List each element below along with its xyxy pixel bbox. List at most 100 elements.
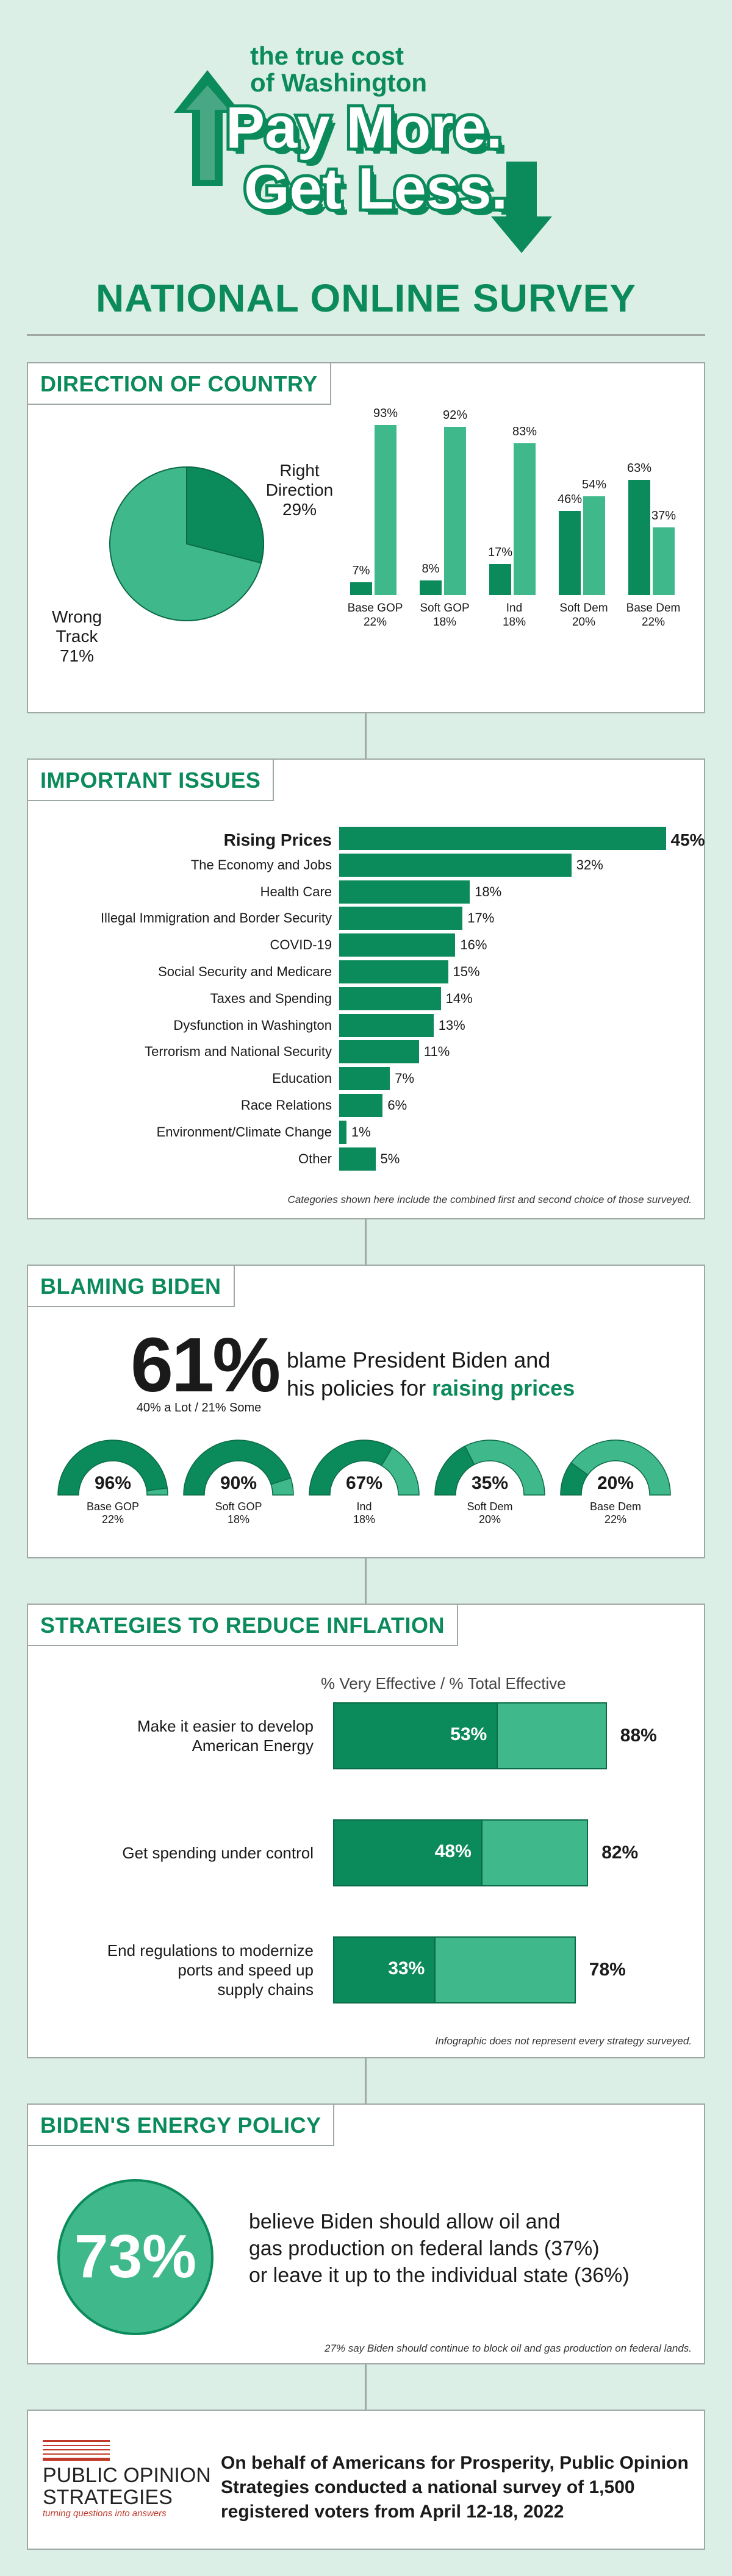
strategies-title: STRATEGIES TO REDUCE INFLATION	[27, 1604, 459, 1646]
issue-bar	[339, 1147, 376, 1171]
issue-label: Other	[298, 1151, 332, 1166]
issue-bar	[339, 880, 470, 904]
gauge-dial	[57, 1440, 168, 1496]
dir-category-share: 22%	[641, 616, 666, 629]
dir-bar-right	[489, 564, 511, 595]
title-rule	[27, 334, 705, 336]
dir-bar-label: 37%	[651, 509, 676, 523]
strategy-label: Make it easier to develop American Energy	[137, 1702, 314, 1769]
energy-text: believe Biden should allow oil and gas p…	[249, 2208, 630, 2289]
issue-value: 45%	[670, 830, 705, 849]
gauge-pct: 35%	[471, 1473, 509, 1493]
biden-text-l1: blame President Biden and	[287, 1347, 551, 1372]
gauge-share: 18%	[353, 1513, 376, 1525]
dir-category-share: 18%	[502, 616, 526, 629]
strategy-label-line: ports and speed up	[178, 1961, 314, 1979]
issue-bar	[339, 853, 572, 877]
dir-bar-label: 46%	[557, 493, 583, 506]
gauge-pct: 67%	[345, 1473, 383, 1493]
issue-bar	[339, 907, 463, 930]
gauge-share: 22%	[604, 1513, 627, 1525]
org-logo: PUBLIC OPINION STRATEGIES turning questi…	[43, 2440, 220, 2519]
dir-category-label: Soft GOP	[420, 602, 470, 615]
org-tag: turning questions into answers	[43, 2508, 167, 2519]
gauge-pct: 96%	[94, 1473, 132, 1493]
strategy-label-line: Make it easier to develop	[137, 1717, 314, 1735]
dir-bar-right	[628, 480, 650, 595]
issue-value: 14%	[445, 990, 473, 1006]
footer-text-l2: Strategies conducted a national survey o…	[221, 2477, 635, 2497]
gauge-share: 22%	[101, 1513, 124, 1525]
strategy-total-value: 82%	[601, 1843, 639, 1863]
issue-value: 1%	[351, 1124, 371, 1140]
strategy-label-line: American Energy	[192, 1736, 314, 1755]
issue-value: 11%	[423, 1044, 450, 1060]
dir-category-share: 20%	[572, 616, 596, 629]
issues-card: IMPORTANT ISSUES Rising Prices 45% The Eco…	[27, 758, 705, 1219]
gauge-rest	[146, 1487, 168, 1496]
dir-category-share: 22%	[363, 616, 387, 629]
gauge-dial	[183, 1440, 294, 1496]
issues-bar-chart: Rising Prices 45% The Economy and Jobs 32% H…	[28, 827, 706, 1180]
strategies-legend: % Very Effective / % Total Effective	[321, 1674, 566, 1693]
gauge: 20% Base Dem 22%	[558, 1435, 673, 1545]
strategy-label-line: supply chains	[217, 1980, 314, 1999]
logo-get-less: Get Less.	[241, 155, 511, 223]
gauge-dial	[560, 1440, 671, 1496]
biden-title: BLAMING BIDEN	[27, 1265, 235, 1307]
strategy-bar-very	[333, 1936, 436, 2003]
gauge-dial	[434, 1440, 545, 1496]
dir-bar-wrong	[444, 427, 466, 595]
issue-label: Race Relations	[240, 1097, 332, 1113]
energy-big-pct: 73%	[74, 2222, 197, 2291]
issue-label: Health Care	[260, 883, 332, 899]
biden-card: BLAMING BIDEN 61% 40% a Lot / 21% Some b…	[27, 1265, 705, 1558]
energy-text-l2: gas production on federal lands (37%)	[249, 2237, 600, 2260]
survey-title: NATIONAL ONLINE SURVEY	[95, 276, 637, 320]
biden-text-highlight: raising prices	[432, 1375, 575, 1400]
dir-category-label: Base GOP	[347, 602, 403, 615]
issue-label: Environment/Climate Change	[156, 1124, 332, 1140]
footer-card: PUBLIC OPINION STRATEGIES turning questi…	[27, 2410, 705, 2550]
wrong-label-pct: 71%	[59, 646, 95, 665]
issue-bar	[339, 960, 448, 983]
strategy-label-line: End regulations to modernize	[107, 1941, 314, 1960]
wrong-label-2: Track	[56, 627, 98, 646]
strategy-total-value: 88%	[620, 1725, 657, 1746]
issue-bar	[339, 1040, 419, 1064]
wrong-track-label: Wrong Track 71%	[40, 607, 113, 666]
issue-label: Illegal Immigration and Border Security	[100, 910, 332, 926]
issue-bar	[339, 987, 441, 1010]
gauge-rest	[381, 1447, 420, 1496]
direction-bar-chart: 7% 93% Base GOP 22% 8% 92% Soft GOP 18% 17% 83% In…	[345, 407, 693, 668]
issue-label: Terrorism and National Security	[145, 1044, 332, 1060]
biden-sub: 40% a Lot / 21% Some	[136, 1401, 262, 1415]
gauge-fill	[309, 1440, 393, 1496]
issue-label: The Economy and Jobs	[190, 857, 332, 872]
strategy-label: Get spending under control	[122, 1819, 314, 1886]
footer-text: On behalf of Americans for Prosperity, P…	[221, 2451, 689, 2524]
dir-category-label: Ind	[506, 602, 523, 615]
issue-value: 7%	[395, 1071, 415, 1086]
gauge: 90% Soft GOP 18%	[181, 1435, 296, 1545]
pie-slice-right-direction	[186, 466, 264, 564]
dir-bar-wrong	[514, 443, 536, 595]
issue-value: 32%	[576, 857, 603, 872]
direction-card: DIRECTION OF COUNTRY Right Direction 29%…	[27, 362, 705, 713]
connector-4	[365, 2058, 367, 2103]
issue-value: 15%	[453, 964, 480, 979]
logo-pay-more: Pay More.	[223, 95, 506, 162]
issue-bar	[339, 1013, 434, 1037]
strategies-footnote: Infographic does not represent every str…	[435, 2035, 692, 2047]
right-direction-label: Right Direction 29%	[248, 461, 351, 519]
dir-category-label: Soft Dem	[559, 602, 608, 615]
gauge-label: Soft Dem	[467, 1500, 513, 1513]
gauge-dial	[309, 1440, 420, 1496]
tagline: the true cost of Washington	[250, 43, 494, 96]
dir-bar-right	[559, 511, 581, 595]
gauge: 96% Base GOP 22%	[55, 1435, 171, 1545]
dir-bar-wrong	[583, 496, 605, 595]
dir-bar-label: 17%	[487, 546, 513, 559]
direction-pie	[109, 466, 264, 621]
issue-bar	[339, 827, 666, 850]
